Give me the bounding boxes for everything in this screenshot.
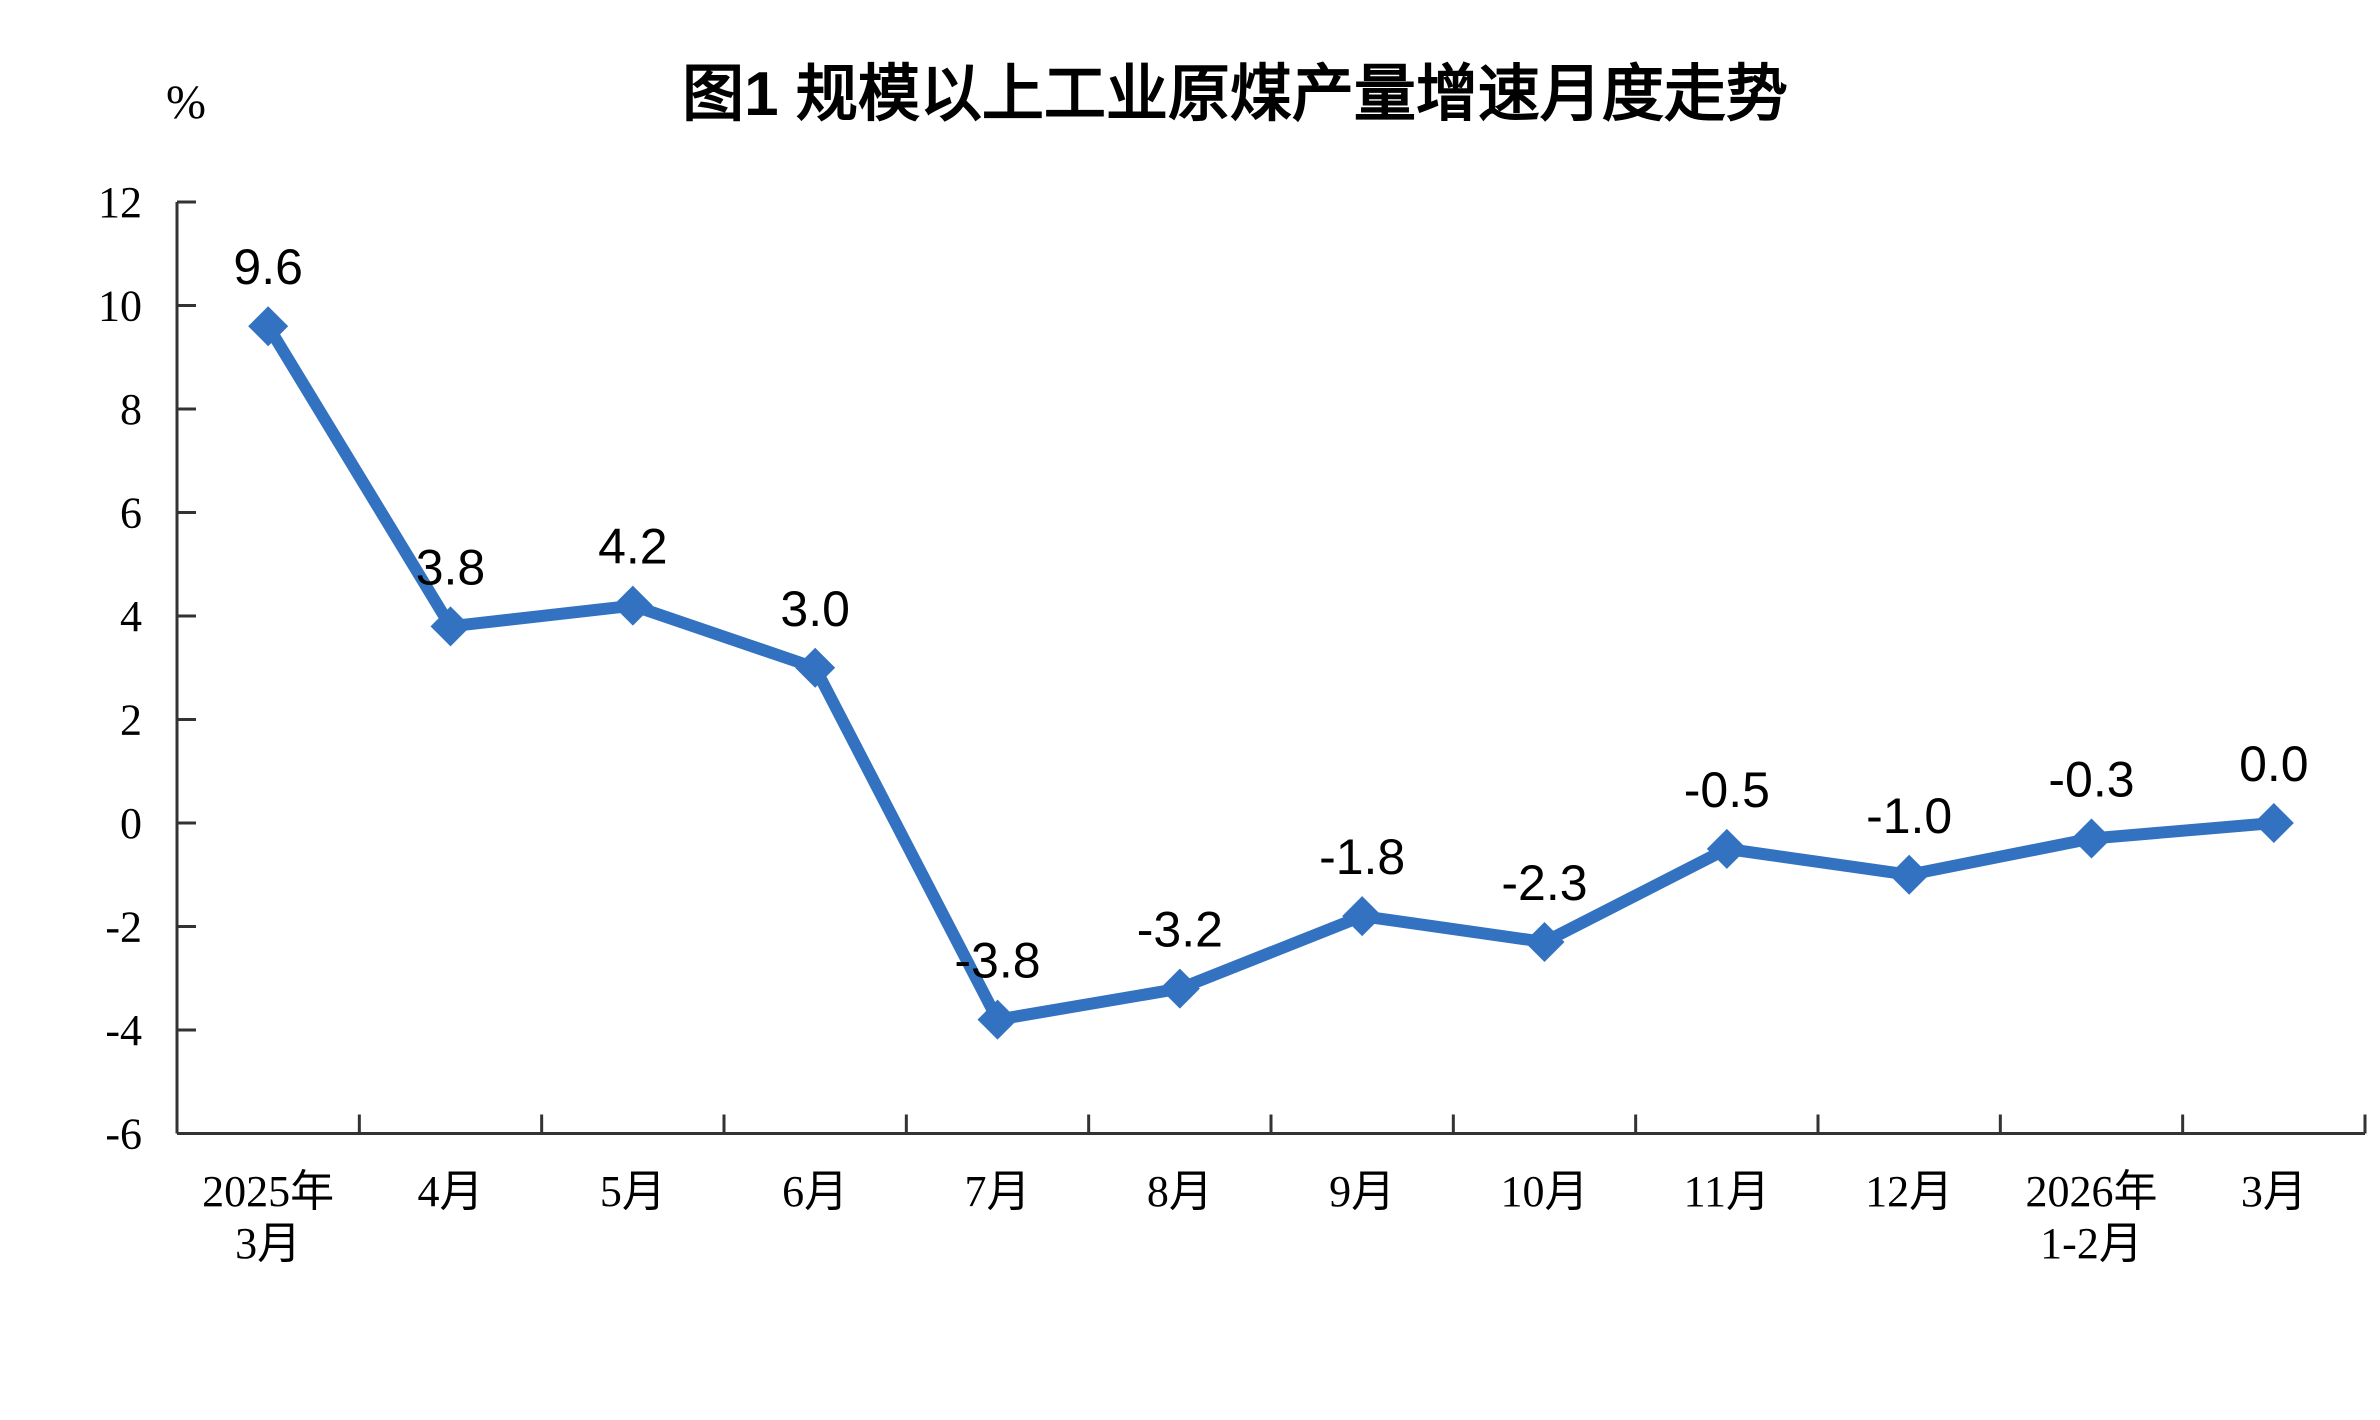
- data-point-label: 3.8: [416, 539, 486, 595]
- x-category-label: 10月: [1501, 1167, 1589, 1216]
- x-category-label: 2025年: [202, 1167, 334, 1216]
- data-point-label: 9.6: [233, 239, 303, 295]
- data-point-marker: [1889, 854, 1930, 895]
- y-tick-label: 6: [120, 489, 142, 538]
- data-point-marker: [977, 999, 1018, 1040]
- data-point-label: -3.2: [1137, 902, 1223, 958]
- data-point-marker: [1159, 968, 1200, 1009]
- data-point-marker: [1342, 896, 1383, 937]
- data-point-label: -1.0: [1866, 788, 1952, 844]
- x-category-label: 7月: [965, 1167, 1031, 1216]
- data-point-label: -0.3: [2048, 752, 2134, 808]
- data-point-label: -0.5: [1684, 762, 1770, 818]
- y-tick-label: -6: [105, 1110, 142, 1159]
- data-point-marker: [1706, 828, 1747, 869]
- x-category-label: 3月: [2241, 1167, 2307, 1216]
- y-tick-label: 8: [120, 385, 142, 434]
- chart-title: 图1 规模以上工业原煤产量增速月度走势: [682, 60, 1788, 129]
- y-axis-unit-label: %: [166, 76, 206, 129]
- y-tick-label: 12: [98, 178, 142, 227]
- data-point-label: 4.2: [598, 519, 668, 575]
- y-tick-label: 4: [120, 592, 142, 641]
- y-tick-label: 10: [98, 282, 142, 331]
- x-category-label: 12月: [1865, 1167, 1953, 1216]
- data-point-label: -1.8: [1319, 829, 1405, 885]
- y-tick-label: 0: [120, 799, 142, 848]
- data-point-marker: [2253, 803, 2294, 843]
- data-point-marker: [2071, 818, 2112, 859]
- x-category-label: 4月: [418, 1167, 484, 1216]
- data-line-series: [262, 320, 2280, 1026]
- x-category-label: 8月: [1147, 1167, 1213, 1216]
- y-tick-label: -2: [105, 903, 142, 952]
- x-category-label: 5月: [600, 1167, 666, 1216]
- x-category-label: 3月: [235, 1219, 301, 1268]
- data-point-label: 3.0: [780, 581, 850, 637]
- y-tick-label: 2: [120, 696, 142, 745]
- data-point-marker: [795, 647, 836, 688]
- data-point-marker: [430, 606, 471, 647]
- x-category-label: 1-2月: [2040, 1219, 2143, 1268]
- data-point-marker: [612, 585, 653, 626]
- x-category-label: 9月: [1329, 1167, 1395, 1216]
- y-tick-label: -4: [105, 1006, 142, 1055]
- x-category-label: 6月: [782, 1167, 848, 1216]
- data-point-label: -2.3: [1501, 855, 1587, 911]
- data-point-marker: [248, 306, 289, 347]
- x-category-label: 11月: [1684, 1167, 1770, 1216]
- data-point-label: -3.8: [954, 933, 1040, 989]
- data-point-marker: [1524, 922, 1565, 963]
- data-point-label: 0.0: [2239, 736, 2309, 792]
- x-category-label: 2026年: [2026, 1167, 2158, 1216]
